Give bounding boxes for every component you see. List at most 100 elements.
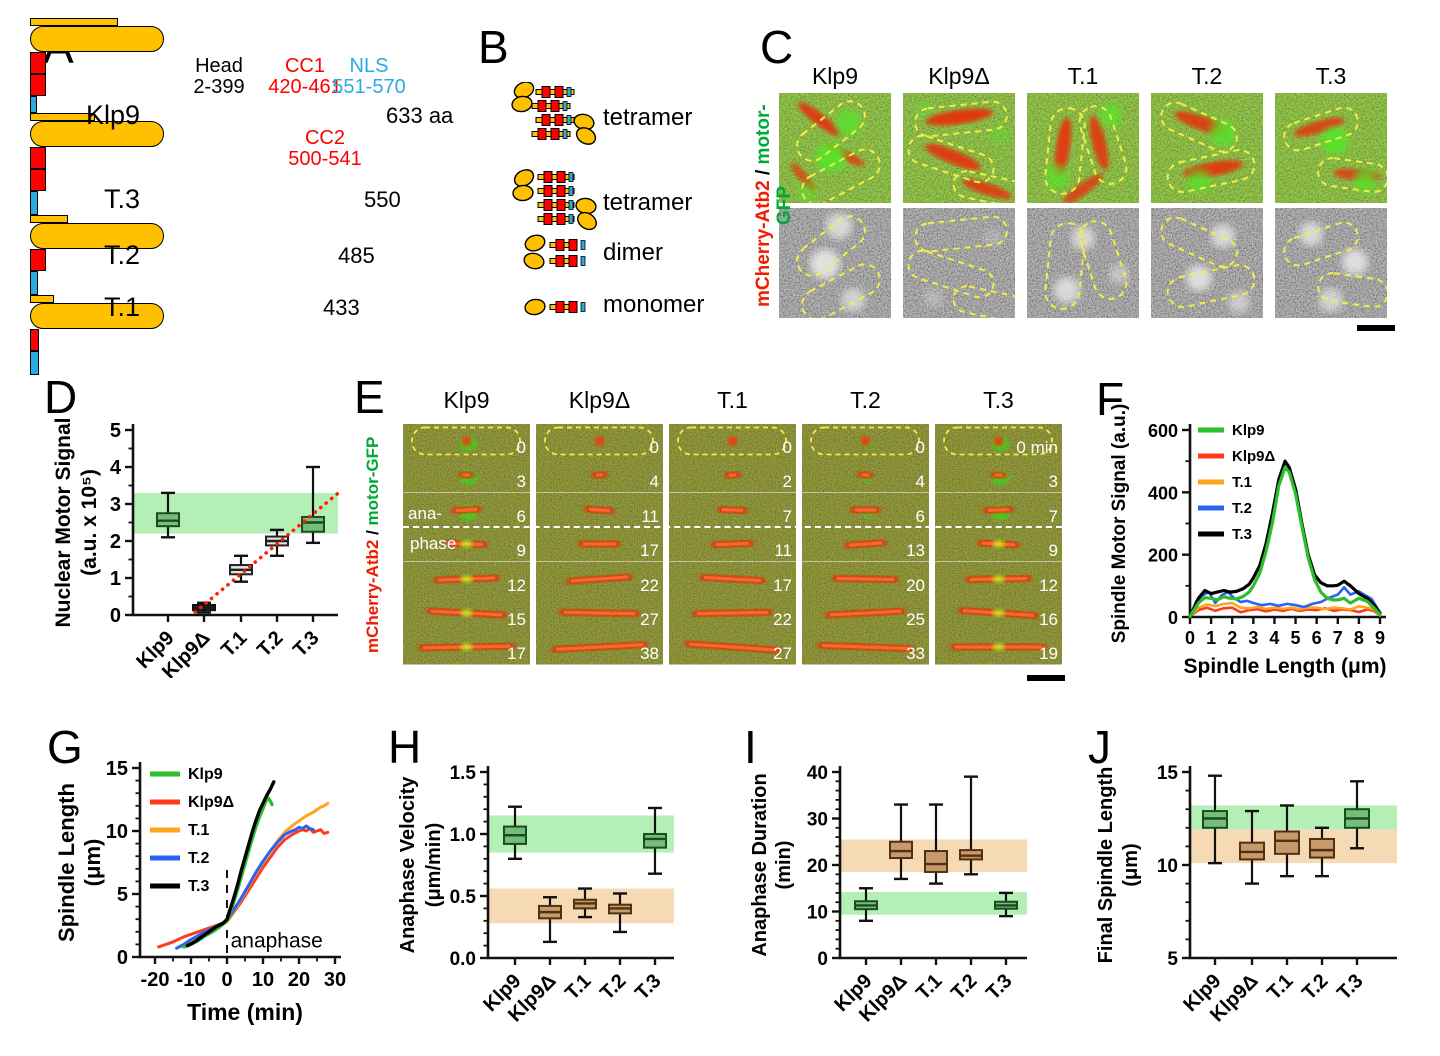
panel-a-constructs: Head 2-399 CC1 420-461 NLS 551-570 CC2 500-541 K… bbox=[30, 18, 490, 375]
panel-e-header: T.1 bbox=[717, 387, 748, 413]
panel-c-header: Klp9 bbox=[811, 63, 859, 89]
fluorescence-image bbox=[1027, 93, 1139, 203]
svg-text:Spindle Length: Spindle Length bbox=[54, 783, 79, 942]
domain-annotation-nls: NLS bbox=[349, 55, 389, 77]
svg-text:2: 2 bbox=[783, 472, 792, 491]
svg-text:0 min: 0 min bbox=[1016, 438, 1058, 457]
svg-text:1.5: 1.5 bbox=[450, 763, 477, 784]
panel-e-timelapse: Klp9 0 3 6 9 12 15 17 Klp9Δ 0 4 11 17 22 27 38 T.1 0 2 7 11 1… bbox=[350, 372, 1090, 692]
svg-text:40: 40 bbox=[807, 763, 828, 784]
svg-text:19: 19 bbox=[1039, 644, 1058, 663]
svg-text:0: 0 bbox=[650, 438, 659, 457]
svg-text:10: 10 bbox=[106, 821, 128, 843]
svg-text:7: 7 bbox=[1333, 628, 1343, 648]
panel-i-boxplot: 0 10 20 30 40 Klp9 Klp9Δ T.1 T.2 T.3 Anaphase Dura… bbox=[728, 730, 1050, 1056]
svg-text:30: 30 bbox=[324, 969, 346, 991]
svg-text:0: 0 bbox=[1185, 628, 1195, 648]
svg-text:20: 20 bbox=[288, 969, 310, 991]
svg-text:0: 0 bbox=[817, 949, 828, 970]
svg-text:25: 25 bbox=[906, 610, 925, 629]
panel-e-header: Klp9 bbox=[443, 387, 490, 413]
svg-text:15: 15 bbox=[106, 758, 128, 780]
panel-c-letter: C bbox=[760, 21, 794, 73]
timelapse-frame: 7 bbox=[669, 492, 796, 528]
panel-j-letter: J bbox=[1088, 721, 1111, 773]
domain-annotation-cc1: CC1 bbox=[284, 55, 325, 77]
tubulin-grayscale-image bbox=[1275, 208, 1387, 318]
channel-label-part: motor-GFP bbox=[363, 436, 382, 526]
oligomer-label: tetramer bbox=[603, 189, 693, 216]
fluorescence-image bbox=[903, 93, 1015, 203]
timelapse-frame: 4 bbox=[802, 458, 929, 493]
construct-length: 433 bbox=[323, 295, 360, 320]
fluorescence-image bbox=[1275, 93, 1387, 203]
svg-text:T.3: T.3 bbox=[289, 627, 323, 661]
svg-text:200: 200 bbox=[1148, 546, 1178, 566]
domain-annotation-range-cc1: 420-461 bbox=[268, 76, 342, 98]
oligomer-cartoon-tetramer bbox=[511, 82, 597, 145]
timelapse-frame: 19 bbox=[935, 630, 1062, 665]
svg-text:10: 10 bbox=[807, 903, 828, 924]
svg-text:Spindle Motor Signal (a.u.): Spindle Motor Signal (a.u.) bbox=[1109, 404, 1130, 644]
panel-b-letter: B bbox=[478, 21, 509, 73]
construct-tail bbox=[30, 295, 54, 303]
timelapse-frame: 17 bbox=[669, 561, 796, 596]
timelapse-frame: 9 bbox=[403, 527, 530, 562]
panel-h-letter: H bbox=[388, 721, 422, 773]
svg-text:33: 33 bbox=[906, 644, 925, 663]
channel-label: mCherry-Atb2 / motor-GFP bbox=[753, 93, 795, 318]
panel-b-oligomers: tetramer tetramer dimer monomer bbox=[470, 18, 750, 338]
construct-name: T.1 bbox=[103, 292, 140, 322]
timelapse-frame: 6 bbox=[403, 492, 530, 528]
oligomer-label: tetramer bbox=[603, 104, 693, 131]
tubulin-grayscale-image bbox=[1027, 208, 1139, 318]
timelapse-frame: 0 min bbox=[935, 424, 1062, 459]
svg-text:20: 20 bbox=[906, 576, 925, 595]
svg-text:17: 17 bbox=[773, 576, 792, 595]
timelapse-frame: 4 bbox=[536, 458, 663, 493]
panel-d-boxplot: 0 1 2 3 4 5 Klp9 Klp9Δ T.1 T.2 T.3 Nuclear Motor Si… bbox=[40, 378, 352, 683]
svg-text:4: 4 bbox=[110, 457, 122, 479]
svg-text:T.1: T.1 bbox=[188, 822, 209, 839]
svg-text:(μm): (μm) bbox=[80, 839, 105, 887]
svg-text:9: 9 bbox=[1049, 541, 1058, 560]
timelapse-frame: 33 bbox=[802, 630, 929, 665]
panel-f-letter: F bbox=[1096, 373, 1125, 425]
svg-text:6: 6 bbox=[916, 507, 925, 526]
panel-i-letter: I bbox=[744, 721, 757, 773]
svg-text:0: 0 bbox=[1168, 608, 1178, 628]
timelapse-frame: 3 bbox=[403, 458, 530, 493]
panel-c-header: T.1 bbox=[1067, 63, 1099, 89]
coiled-coil-domain bbox=[30, 74, 46, 96]
panel-e-header: T.2 bbox=[850, 387, 881, 413]
panel-c-microscopy: Klp9 Klp9Δ T.1 T.2 T.3 mCherry-Atb2 / motor-G… bbox=[750, 20, 1440, 340]
svg-text:38: 38 bbox=[640, 644, 659, 663]
coiled-coil-domain bbox=[30, 169, 46, 191]
svg-text:T.3: T.3 bbox=[1333, 970, 1367, 1004]
svg-text:4: 4 bbox=[1269, 628, 1279, 648]
domain-annotation-range-head: 2-399 bbox=[193, 76, 245, 98]
svg-text:5: 5 bbox=[1167, 949, 1178, 970]
construct-length: 633 aa bbox=[386, 103, 454, 128]
svg-text:30: 30 bbox=[807, 810, 828, 831]
construct-name: Klp9 bbox=[85, 100, 140, 130]
svg-text:2: 2 bbox=[1227, 628, 1237, 648]
construct-length: 550 bbox=[364, 187, 401, 212]
svg-text:9: 9 bbox=[517, 541, 526, 560]
svg-text:1: 1 bbox=[1206, 628, 1216, 648]
construct-tail bbox=[30, 18, 118, 26]
construct-tail bbox=[30, 113, 95, 121]
svg-text:Anaphase Duration: Anaphase Duration bbox=[749, 773, 771, 956]
construct-head-domain bbox=[30, 303, 164, 329]
svg-text:T.2: T.2 bbox=[596, 970, 630, 1004]
svg-text:5: 5 bbox=[1291, 628, 1301, 648]
tubulin-grayscale-image bbox=[779, 208, 891, 318]
tubulin-grayscale-image bbox=[903, 208, 1015, 318]
svg-text:11: 11 bbox=[774, 541, 792, 560]
construct-head-domain bbox=[30, 121, 164, 147]
nls-domain bbox=[30, 96, 37, 113]
svg-text:Spindle Length (μm): Spindle Length (μm) bbox=[1184, 655, 1387, 678]
domain-annotation-head: Head bbox=[195, 55, 243, 77]
svg-text:T.2: T.2 bbox=[947, 970, 981, 1004]
